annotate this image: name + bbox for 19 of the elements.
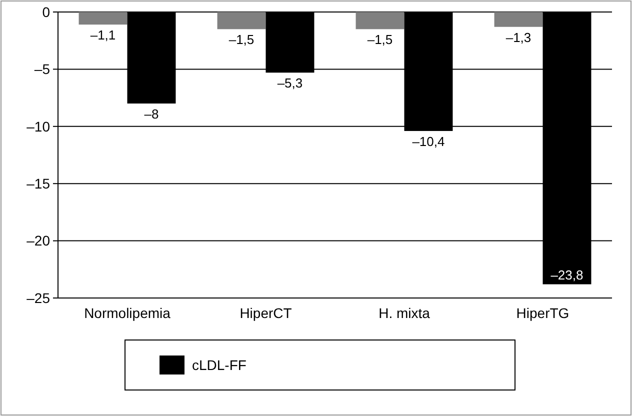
x-tick-label: Normolipemia	[84, 305, 171, 321]
x-tick-label: H. mixta	[378, 305, 430, 321]
data-label: –1,5	[228, 32, 254, 48]
data-label: –1,1	[90, 28, 116, 43]
data-label: –8	[144, 106, 159, 122]
data-label: –23,8	[550, 267, 584, 282]
data-label: –1,5	[367, 32, 393, 48]
legend-label: cLDL-FF	[192, 356, 246, 373]
data-label: –1,3	[506, 30, 532, 45]
y-tick-label: 0	[42, 4, 50, 20]
y-tick-label: –10	[26, 118, 50, 134]
data-label: –5,3	[277, 76, 303, 91]
y-tick-label: –20	[26, 232, 50, 249]
data-label: –10,4	[412, 134, 445, 149]
x-tick-label: HiperTG	[516, 305, 570, 321]
x-tick-label: HiperCT	[240, 305, 292, 321]
y-tick-label: –5	[34, 61, 50, 78]
y-tick-label: –25	[26, 290, 50, 306]
y-tick-label: –15	[26, 176, 50, 192]
